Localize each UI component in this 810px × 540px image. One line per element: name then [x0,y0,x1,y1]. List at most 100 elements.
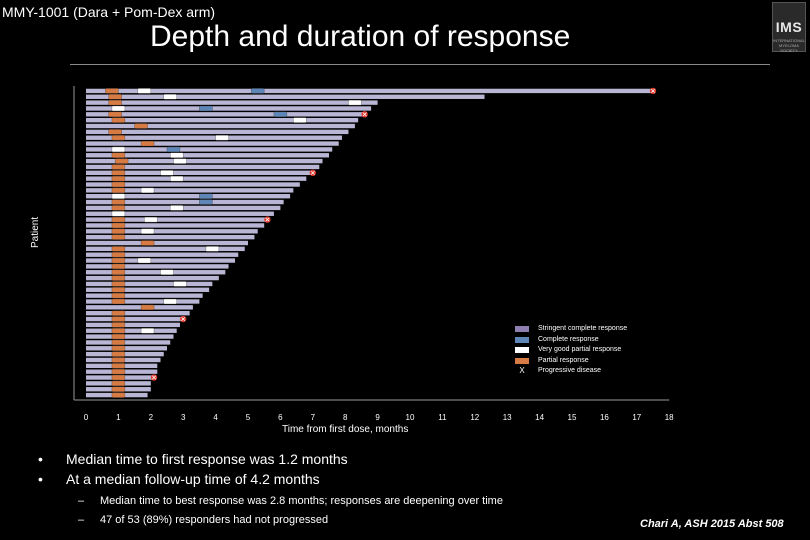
response-marker-pr [111,310,126,316]
progression-x [181,316,186,322]
response-marker-vgpr [163,298,177,305]
response-marker-pr [108,99,122,106]
legend-swatch-pr [515,357,529,364]
patient-bar [86,346,167,351]
patient-bar [86,275,219,281]
patient-bar [86,164,320,170]
patient-bar [86,170,313,176]
x-tick-label: 18 [665,413,674,422]
patient-bar [86,158,323,164]
response-marker-vgpr [215,135,229,141]
bullet-text: Median time to first response was 1.2 mo… [66,451,348,467]
response-marker-vgpr [160,170,174,176]
x-tick-label: 0 [84,413,89,422]
response-marker-vgpr [293,117,307,123]
response-marker-pr [111,257,126,264]
response-marker-pr [111,181,126,188]
sub-bullet-list: – Median time to best response was 2.8 mo… [78,492,503,530]
response-marker-vgpr [137,257,151,264]
bullet-text: At a median follow-up time of 4.2 months [66,471,320,487]
patient-bar [86,305,193,310]
patient-bar [86,252,239,257]
x-tick-label: 11 [438,413,447,422]
logo-text: IMS [775,19,803,35]
patient-bar [86,328,177,333]
response-marker-pr [111,228,126,234]
response-marker-vgpr [173,281,187,287]
patient-bar [86,316,184,322]
patient-bar [86,240,248,246]
response-marker-vgpr [111,193,126,199]
bullet-list: • Median time to first response was 1.2 m… [38,449,348,489]
slide-title: Depth and duration of response [150,20,571,53]
response-marker-pr [134,123,148,129]
study-label: MMY-1001 (Dara + Pom-Dex arm) [2,4,216,20]
patient-bar [86,147,333,152]
x-tick-label: 3 [181,413,186,422]
response-marker-pr [111,333,126,340]
response-marker-pr [111,164,126,170]
x-tick-label: 7 [311,413,316,422]
patient-bar [86,182,300,187]
response-marker-vgpr [160,269,174,275]
legend-item-cr: Complete response [515,335,627,346]
response-marker-pr [108,111,122,117]
response-marker-vgpr [137,88,151,94]
patient-bar [86,310,190,316]
response-marker-pr [111,298,126,305]
patient-bar [86,94,485,99]
response-marker-pr [111,117,126,123]
response-marker-vgpr [140,228,155,234]
x-tick-label: 2 [149,413,154,422]
response-marker-vgpr [173,158,187,164]
logo-subtext: INTERNATIONAL MYELOMA SOCIETY [773,38,805,53]
response-marker-pr [111,176,126,182]
legend-swatch-cr [515,336,529,343]
patient-bar [86,234,255,240]
swimmer-chart: 0 1 2 3 4 5 6 7 8 9 10 11 12 13 14 15 16 17 18 [73,86,674,422]
patient-bar [86,153,329,158]
x-tick-label: 5 [246,413,251,422]
x-tick-label: 9 [375,413,380,422]
x-tick-label: 13 [503,413,512,422]
response-marker-pr [140,240,155,246]
response-marker-pr [111,386,126,392]
response-marker-pr [111,351,126,357]
legend-item-pd: X Progressive disease [515,366,627,377]
response-marker-pr [111,322,126,328]
x-tick-label: 14 [535,413,544,422]
response-marker-vgpr [140,187,155,194]
patient-bar [86,334,174,339]
response-marker-pr [111,369,126,375]
response-marker-pr [111,316,126,322]
response-marker-pr [111,199,126,205]
patient-bar [86,188,294,193]
sub-bullet-mark: – [78,514,85,526]
patient-bar [86,229,258,234]
legend-item-scr: Stringent complete response [515,324,627,335]
response-marker-pr [111,216,126,223]
patient-bar [86,135,342,140]
legend-item-vgpr: Very good partial response [515,345,627,356]
response-marker-pr [111,380,126,387]
response-marker-vgpr [205,246,220,252]
response-marker-pr [111,263,126,270]
response-marker-pr [111,152,126,158]
bullet-item: • Median time to first response was 1.2 m… [38,449,348,469]
response-marker-pr [111,328,126,334]
x-tick-label: 10 [406,413,415,422]
x-tick-label: 16 [600,413,609,422]
sub-bullet-text: 47 of 53 (89%) responders had not progre… [100,514,329,526]
patient-bar [86,287,210,292]
patient-bar [86,340,171,345]
response-marker-vgpr [140,328,155,334]
response-marker-vgpr [111,146,126,153]
progression-x [362,112,367,117]
patient-bar [86,199,284,205]
x-axis-label: Time from first dose, months [282,424,409,435]
response-marker-cr [199,193,213,199]
x-tick-label: 8 [343,413,348,422]
response-marker-vgpr [170,152,184,158]
response-marker-pr [111,363,126,369]
response-marker-pr [111,392,126,398]
